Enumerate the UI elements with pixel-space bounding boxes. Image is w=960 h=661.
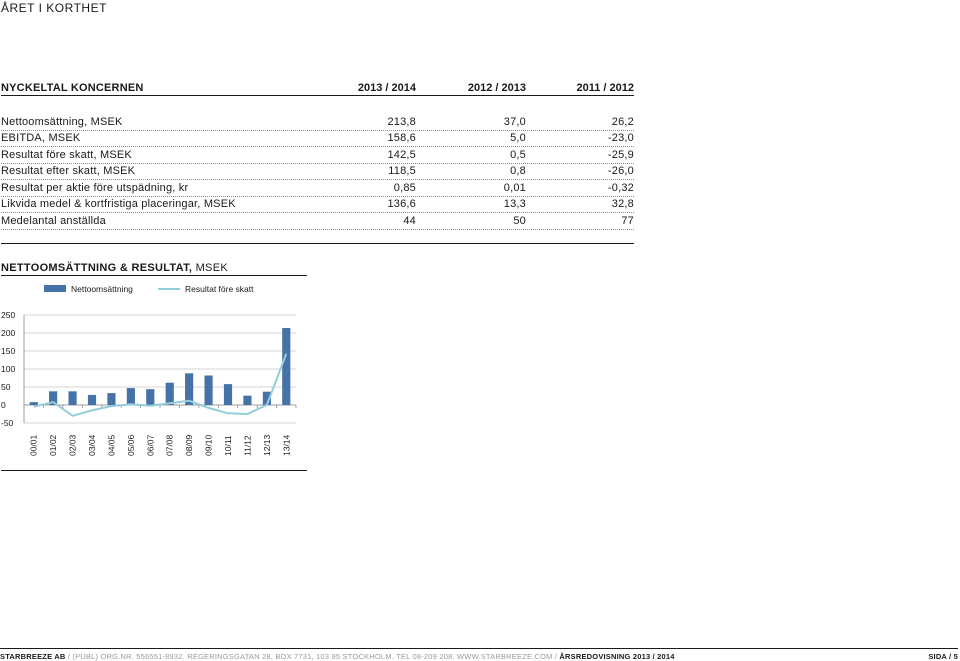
x-tick-label: 02/03	[68, 434, 78, 456]
row-label: Likvida medel & kortfristiga placeringar…	[1, 198, 236, 211]
row-value: 0,5	[510, 148, 526, 161]
footer-company: STARBREEZE AB	[0, 652, 66, 661]
x-tick-label: 13/14	[281, 434, 291, 456]
x-tick-label: 10/11	[223, 435, 233, 456]
kpi-column-header: 2011 / 2012	[576, 82, 634, 94]
kpi-table: NYCKELTAL KONCERNEN 2013 / 2014 2012 / 2…	[1, 78, 634, 244]
chart-title-bold: NETTOOMSÄTTNING & RESULTAT,	[1, 262, 193, 274]
row-label: Nettoomsättning, MSEK	[1, 115, 123, 128]
kpi-column-header: 2013 / 2014	[357, 82, 416, 94]
legend-label: Resultat före skatt	[185, 284, 254, 294]
row-value: 158,6	[387, 132, 416, 145]
bar	[243, 395, 252, 405]
row-value: -23,0	[607, 132, 634, 145]
y-tick-label: 250	[1, 310, 15, 320]
footer: STARBREEZE AB / (PUBL) ORG.NR. 556551-89…	[0, 648, 958, 661]
footer-address: (PUBL) ORG.NR. 556551-8932. REGERINGSGAT…	[72, 652, 553, 661]
y-tick-label: 150	[1, 346, 15, 356]
row-value: 118,5	[388, 165, 416, 178]
chart-title-unit: MSEK	[192, 262, 228, 274]
row-value: -25,9	[607, 148, 634, 161]
bar	[146, 389, 155, 405]
x-tick-label: 05/06	[126, 434, 136, 456]
row-value: 136,6	[387, 198, 416, 211]
legend-swatch-bar	[44, 285, 66, 292]
kpi-table-header: NYCKELTAL KONCERNEN 2013 / 2014 2012 / 2…	[1, 78, 634, 96]
x-tick-label: 12/13	[262, 434, 272, 456]
row-value: -0,32	[607, 181, 634, 194]
bar	[185, 373, 194, 405]
bar	[282, 328, 291, 405]
row-value: 13,3	[503, 198, 526, 211]
row-label: Medelantal anställda	[1, 214, 106, 227]
row-value: 213,8	[387, 115, 416, 128]
x-tick-label: 06/07	[145, 434, 155, 456]
row-value: 0,01	[503, 181, 526, 194]
y-tick-label: 50	[1, 382, 11, 392]
x-tick-label: 04/05	[106, 434, 116, 456]
table-row: Medelantal anställda 44 50 77	[1, 213, 634, 230]
table-row: Resultat före skatt, MSEK 142,5 0,5 -25,…	[1, 147, 634, 164]
row-label: EBITDA, MSEK	[1, 132, 81, 145]
row-label: Resultat efter skatt, MSEK	[1, 165, 136, 178]
table-row: Likvida medel & kortfristiga placeringar…	[1, 197, 634, 213]
row-value: 77	[621, 214, 634, 227]
row-value: 44	[403, 214, 416, 227]
table-divider	[1, 242, 634, 244]
table-row: Resultat per aktie före utspädning, kr 0…	[1, 180, 634, 197]
bar	[165, 382, 174, 405]
row-value: 0,8	[510, 165, 526, 178]
y-tick-label: 200	[1, 328, 15, 338]
chart: -50 0 50 100 150 200 250 00/01 01/02 02/03 03/04 04…	[1, 284, 297, 456]
y-tick-label: -50	[1, 418, 14, 428]
bar	[68, 391, 77, 405]
row-value: -26,0	[607, 165, 634, 178]
x-tick-label: 00/01	[29, 434, 39, 456]
x-tick-label: 11/12	[242, 435, 252, 456]
row-value: 5,0	[510, 132, 526, 145]
row-value: 142,5	[387, 148, 416, 161]
bar	[204, 375, 213, 405]
footer-left: STARBREEZE AB / (PUBL) ORG.NR. 556551-89…	[0, 652, 675, 661]
kpi-column-header: 2012 / 2013	[467, 82, 526, 94]
row-value: 37,0	[503, 115, 526, 128]
x-tick-label: 03/04	[87, 434, 97, 456]
bar	[29, 402, 38, 405]
footer-separator: /	[65, 652, 73, 661]
x-tick-label: 01/02	[48, 434, 58, 456]
y-tick-label: 100	[1, 364, 15, 374]
table-row: Nettoomsättning, MSEK 213,8 37,0 26,2	[1, 114, 634, 131]
table-row: EBITDA, MSEK 158,6 5,0 -23,0	[1, 131, 634, 147]
series-line	[33, 353, 288, 417]
bar	[107, 393, 116, 405]
row-value: 32,8	[611, 198, 634, 211]
chart-title: NETTOOMSÄTTNING & RESULTAT, MSEK	[1, 262, 307, 276]
x-tick-label: 09/10	[204, 434, 214, 456]
bar	[49, 391, 58, 405]
x-tick-label: 07/08	[165, 434, 175, 456]
kpi-table-title: NYCKELTAL KONCERNEN	[1, 82, 144, 94]
row-label: Resultat före skatt, MSEK	[1, 148, 132, 161]
footer-report-title: ÅRSREDOVISNING 2013 / 2014	[559, 652, 675, 661]
row-value: 0,85	[393, 181, 416, 194]
legend-label: Nettoomsättning	[71, 284, 133, 294]
y-tick-label: 0	[1, 400, 6, 410]
bar	[126, 388, 135, 405]
kpi-table-body: Nettoomsättning, MSEK 213,8 37,0 26,2 EB…	[1, 114, 634, 230]
chart-divider	[1, 470, 307, 471]
row-label: Resultat per aktie före utspädning, kr	[1, 181, 189, 194]
table-row: Resultat efter skatt, MSEK 118,5 0,8 -26…	[1, 164, 634, 180]
bar	[87, 394, 97, 405]
row-value: 50	[513, 214, 526, 227]
page-heading: ÅRET I KORTHET	[1, 1, 107, 15]
x-tick-label: 08/09	[184, 434, 194, 456]
footer-separator: /	[552, 652, 560, 661]
bar	[262, 391, 271, 405]
row-value: 26,2	[611, 115, 634, 128]
bar	[223, 384, 233, 405]
page-number: SIDA / 5	[928, 652, 958, 661]
